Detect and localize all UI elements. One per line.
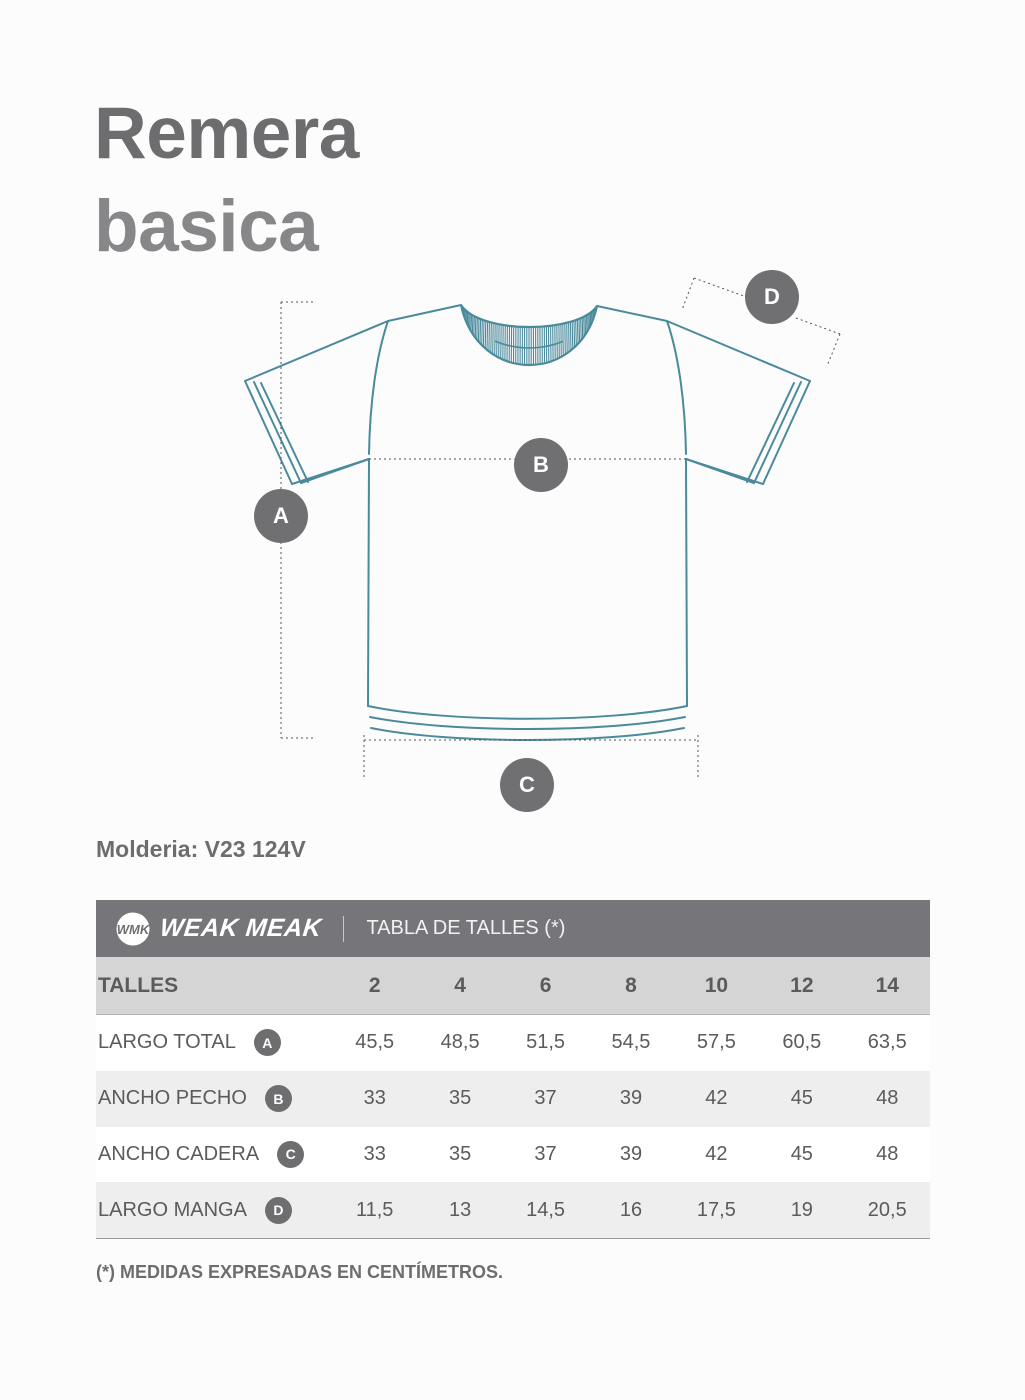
svg-text:WMK: WMK — [117, 922, 150, 937]
